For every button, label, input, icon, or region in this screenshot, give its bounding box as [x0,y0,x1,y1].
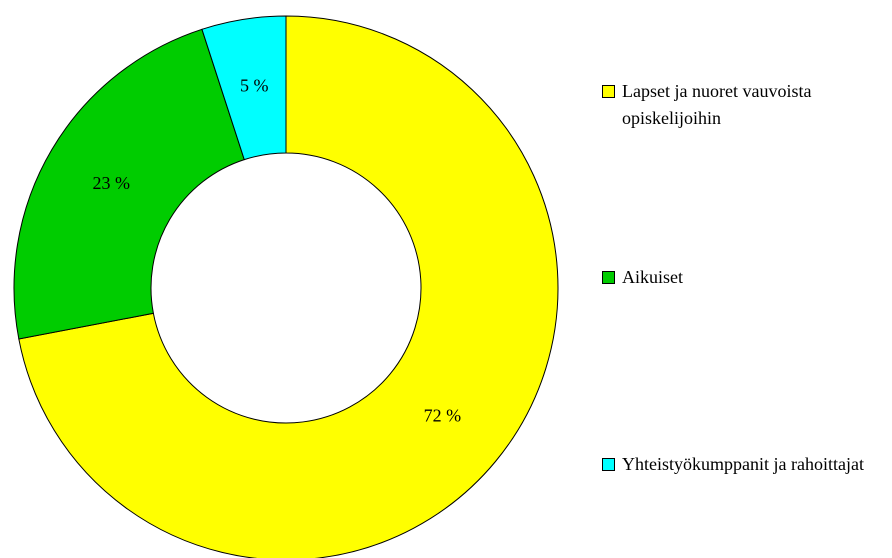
data-label: 23 % [93,173,131,193]
legend-label: Yhteistyökumppanit ja rahoittajat [622,454,864,474]
donut-segment [201,15,287,161]
donut-segment [18,15,559,558]
legend-label: Lapset ja nuoret vauvoista opiskelijoihi… [622,81,812,128]
legend-item: Lapset ja nuoret vauvoista opiskelijoihi… [602,78,887,132]
legend-item: Yhteistyökumppanit ja rahoittajat [602,451,887,478]
legend-swatch [602,271,615,284]
legend-swatch [602,85,615,98]
data-label: 5 % [240,76,269,96]
donut-segment [13,28,245,340]
legend-label: Aikuiset [622,267,683,287]
legend-swatch [602,458,615,471]
legend-item: Aikuiset [602,264,887,291]
data-label: 72 % [424,406,462,426]
